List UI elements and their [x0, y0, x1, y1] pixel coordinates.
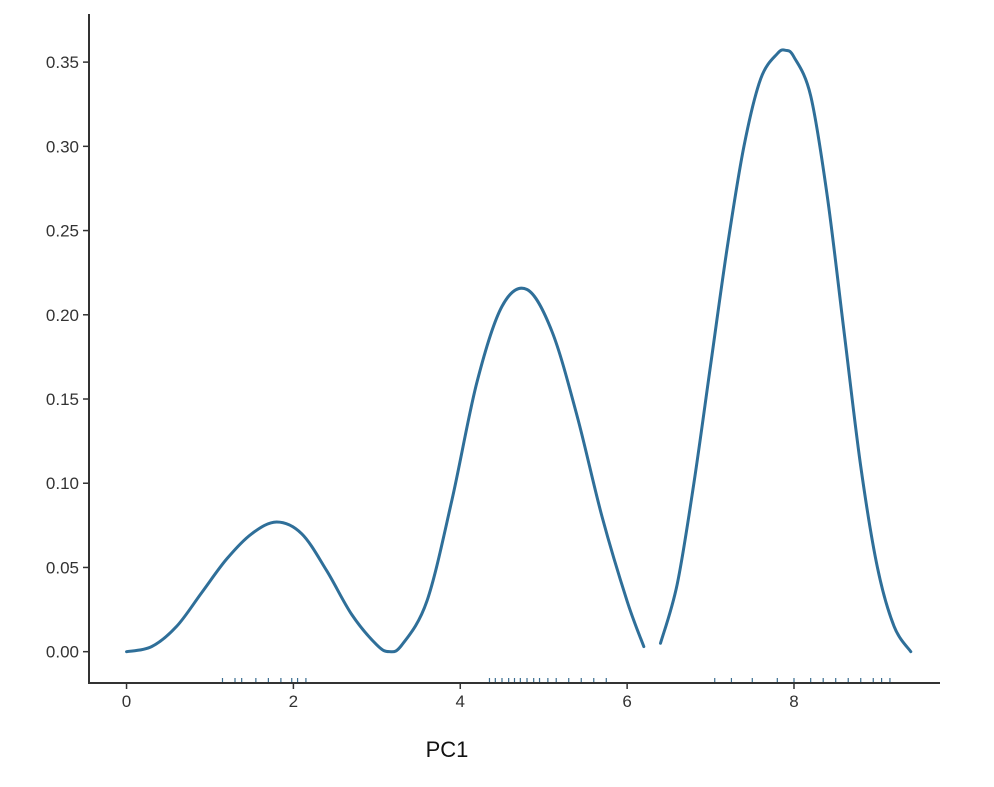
x-tick-label: 4 — [456, 692, 465, 711]
x-tick-label: 0 — [122, 692, 131, 711]
x-axis: 0 2 4 6 8 — [89, 682, 940, 711]
x-tick-label: 8 — [789, 692, 798, 711]
x-tick-label: 2 — [289, 692, 298, 711]
density-curve-segment-2 — [659, 48, 913, 654]
y-tick-label: 0.15 — [46, 390, 79, 409]
y-axis: 0.00 0.05 0.10 0.15 0.20 0.25 0.30 0.35 — [46, 14, 90, 684]
y-tick-label: 0.00 — [46, 643, 79, 662]
y-tick-label: 0.20 — [46, 306, 79, 325]
y-tick-label: 0.35 — [46, 53, 79, 72]
x-tick-label: 6 — [622, 692, 631, 711]
density-curves — [125, 48, 913, 654]
rug-marks — [221, 678, 891, 682]
y-tick-label: 0.10 — [46, 474, 79, 493]
y-tick-label: 0.05 — [46, 558, 79, 577]
density-curve-segment-1 — [125, 286, 646, 654]
x-axis-title: PC1 — [426, 737, 469, 762]
y-tick-label: 0.30 — [46, 137, 79, 156]
y-tick-label: 0.25 — [46, 222, 79, 241]
